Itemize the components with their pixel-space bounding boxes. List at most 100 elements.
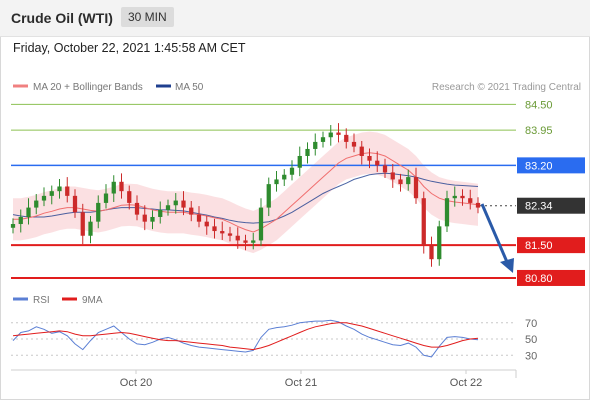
candle-body — [429, 245, 434, 260]
candle-body — [328, 132, 333, 138]
candle-body — [475, 202, 481, 208]
x-ticks-layer: Oct 20 Oct 21 Oct 22 — [120, 370, 482, 389]
candle-body — [274, 179, 279, 185]
candle-body — [390, 172, 395, 180]
level-label: 81.50 — [525, 240, 553, 252]
candle-body — [320, 137, 326, 142]
candle-body — [173, 200, 178, 206]
candle-body — [398, 179, 403, 185]
level-label-box — [517, 197, 585, 214]
candle-body — [127, 191, 132, 203]
ma9-legend-swatch — [62, 297, 77, 301]
candle-body — [444, 198, 450, 227]
candle-body — [88, 221, 93, 236]
candle-body — [258, 207, 264, 241]
rsi-legend-label: RSI — [33, 295, 50, 306]
ma9-legend-label: 9MA — [82, 295, 103, 306]
candle-body — [26, 207, 31, 217]
rsi-line — [12, 319, 479, 358]
candle-body — [41, 195, 47, 201]
candle-body — [313, 141, 318, 149]
rsi-layer: 70 50 30 — [11, 318, 537, 362]
level-label-box — [517, 269, 585, 286]
source-label: Research © 2021 Trading Central — [432, 82, 581, 93]
candle-body — [18, 216, 23, 225]
candle-body — [382, 165, 388, 173]
candles-layer — [10, 123, 481, 267]
x-tick-label: Oct 20 — [120, 377, 152, 389]
candle-body — [212, 226, 217, 232]
candle-body — [266, 184, 271, 208]
timeframe-badge[interactable]: 30 MIN — [121, 7, 174, 27]
ma20-line — [13, 152, 479, 233]
header-bar: Crude Oil (WTI) 30 MIN — [0, 0, 590, 37]
candle-body — [111, 181, 116, 194]
level-label-box — [517, 237, 585, 254]
candle-body — [289, 167, 295, 175]
rsi-tick-label: 70 — [525, 318, 537, 330]
candle-body — [413, 177, 419, 199]
candle-body — [165, 205, 171, 210]
x-tick-label: Oct 22 — [450, 377, 482, 389]
candle-body — [282, 174, 287, 180]
candle-body — [235, 235, 240, 241]
forecast-arrow-head — [500, 258, 514, 273]
rsi-legend-swatch — [13, 297, 28, 301]
candle-body — [150, 216, 155, 222]
forecast-arrow-line — [480, 203, 509, 263]
candle-body — [344, 134, 349, 142]
candle-body — [367, 155, 372, 161]
level-label: 83.95 — [525, 125, 553, 137]
level-label: 83.20 — [525, 160, 553, 172]
rsi-tick-label: 50 — [525, 334, 537, 346]
candle-body — [243, 240, 248, 243]
candle-body — [227, 233, 233, 236]
candle-body — [421, 198, 426, 246]
candle-body — [196, 214, 202, 222]
candle-body — [57, 186, 62, 192]
candle-body — [80, 212, 85, 236]
candle-body — [10, 224, 16, 228]
timestamp: Friday, October 22, 2021 1:45:58 AM CET — [13, 41, 246, 55]
candle-body — [34, 200, 39, 208]
candle-body — [305, 148, 310, 156]
level-label: 84.50 — [525, 99, 553, 111]
x-tick-label: Oct 21 — [285, 377, 317, 389]
rsi-tick-label: 30 — [525, 350, 537, 362]
candle-body — [251, 240, 256, 243]
ma50-legend-label: MA 50 — [175, 82, 204, 93]
candle-body — [119, 181, 124, 192]
candle-body — [65, 186, 70, 196]
candle-body — [49, 191, 54, 196]
candle-body — [297, 155, 302, 168]
candle-body — [460, 195, 465, 199]
candle-body — [96, 202, 101, 222]
ma50-legend-swatch — [156, 84, 171, 88]
candle-body — [72, 195, 78, 213]
candle-body — [134, 202, 140, 215]
candle-body — [204, 221, 209, 227]
candle-body — [437, 226, 442, 260]
candle-body — [220, 231, 225, 234]
candle-body — [103, 193, 109, 203]
candle-body — [189, 207, 194, 215]
candle-body — [351, 141, 357, 147]
candle-body — [452, 195, 457, 199]
ma20-legend-swatch — [13, 84, 28, 88]
candle-body — [406, 177, 411, 185]
candle-body — [375, 160, 380, 166]
candle-body — [142, 214, 147, 222]
candle-body — [336, 132, 341, 135]
candle-body — [181, 200, 186, 208]
level-label: 82.34 — [525, 201, 553, 213]
instrument-title: Crude Oil (WTI) — [11, 10, 113, 26]
rsi-ma-line — [12, 322, 479, 351]
level-label-box — [517, 157, 585, 174]
candle-body — [468, 198, 473, 203]
candle-body — [158, 209, 163, 217]
level-label: 80.80 — [525, 273, 553, 285]
ma20-legend-label: MA 20 + Bollinger Bands — [33, 82, 143, 93]
candle-body — [359, 146, 364, 156]
level-labels-layer: 84.50 83.95 83.20 82.34 81.50 80.80 — [517, 99, 585, 286]
